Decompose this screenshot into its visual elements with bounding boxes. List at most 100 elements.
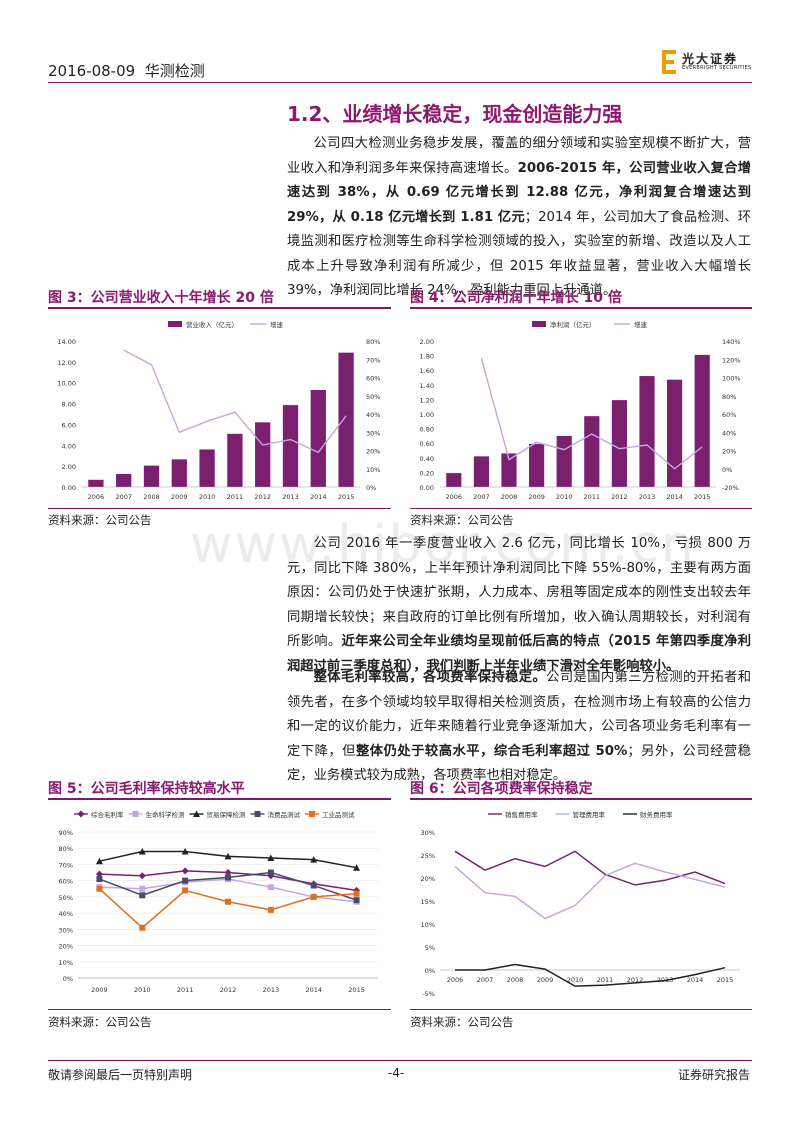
fig6-title: 图 6：公司各项费率保持稳定 — [410, 781, 593, 797]
company-name: 华测检测 — [144, 62, 205, 80]
x-tick-label: 2012 — [254, 493, 271, 501]
y-right-tick-label: 40% — [366, 411, 380, 419]
fig5-chart: 0% 10% 20% 30% 40% 50% 60% 70% 80% 90% 2009 2010 201… — [59, 810, 378, 994]
legend-label: 销售费用率 — [505, 810, 538, 819]
x-tick-label: 2012 — [611, 493, 628, 501]
y-right-tick-label: 80% — [722, 393, 736, 401]
x-tick-label: 2014 — [310, 493, 327, 501]
logo-icon — [662, 50, 676, 74]
y-tick-label: 0% — [425, 967, 435, 975]
y-left-tick-label: 4.00 — [62, 442, 76, 450]
data-point — [96, 876, 103, 883]
bar — [611, 400, 627, 487]
data-point — [310, 856, 318, 863]
data-point — [310, 882, 317, 889]
paragraph-growth: 公司四大检测业务稳步发展，覆盖的细分领域和实验室规模不断扩大，营业收入和净利润多… — [287, 132, 751, 304]
paragraph-q1: 公司 2016 年一季度营业收入 2.6 亿元，同比增长 10%，亏损 800 … — [287, 532, 751, 679]
y-tick-label: 0% — [63, 975, 73, 983]
x-tick-label: 2006 — [88, 493, 105, 501]
data-point — [181, 847, 189, 855]
y-left-tick-label: 1.80 — [420, 353, 434, 361]
y-right-tick-label: 20% — [722, 448, 736, 456]
fig4-chart-box: 0.00 0.20 0.40 0.60 0.80 1.00 1.20 1.40 1.60 1.80… — [410, 307, 752, 509]
bar — [116, 473, 132, 487]
y-left-tick-label: 2.00 — [420, 338, 434, 346]
y-tick-label: 60% — [59, 878, 73, 886]
bar — [310, 390, 326, 487]
series-line — [99, 878, 357, 903]
bar — [143, 465, 160, 487]
x-tick-label: 2015 — [338, 493, 355, 501]
fig4-chart: 0.00 0.20 0.40 0.60 0.80 1.00 1.20 1.40 1.60 1.80… — [420, 320, 741, 501]
y-right-tick-label: 10% — [366, 466, 380, 474]
footer-divider — [48, 1060, 752, 1061]
x-tick-label: 2015 — [694, 493, 711, 501]
bar — [667, 379, 683, 487]
para3-bold2: 整体仍处于较高水平，综合毛利率超过 50% — [355, 743, 628, 759]
data-point — [353, 886, 361, 894]
data-point — [267, 872, 275, 880]
fig3-source: 资料来源：公司公告 — [48, 513, 152, 527]
x-tick-label: 2011 — [227, 493, 244, 501]
series-line — [98, 888, 357, 929]
y-left-tick-label: 1.40 — [420, 382, 434, 390]
x-tick-label: 2010 — [567, 976, 584, 984]
y-tick-label: 70% — [59, 861, 73, 869]
y-left-tick-label: 1.00 — [420, 411, 434, 419]
x-tick-label: 2012 — [627, 976, 644, 984]
y-tick-label: 50% — [59, 894, 73, 902]
fig3-chart-box: 0.00 2.00 4.00 6.00 8.00 10.00 12.00 14.00 0% 10%… — [48, 307, 391, 509]
footer-disclaimer: 敬请参阅最后一页特别声明 — [48, 1068, 193, 1082]
para1-text2: ；2014 年，公司加大了食品检测、环境监测和医疗检测等生命科学检测领域的投入，… — [287, 209, 751, 299]
x-tick-label: 2013 — [639, 493, 656, 501]
data-point — [353, 897, 360, 904]
legend-bar-label: 净利润（亿元） — [550, 320, 596, 329]
data-point — [310, 893, 317, 900]
y-right-tick-label: 0% — [366, 484, 376, 492]
y-tick-label: 30% — [421, 829, 435, 837]
data-point — [224, 869, 232, 877]
y-right-tick-label: 120% — [722, 356, 741, 364]
x-tick-label: 2012 — [220, 986, 237, 994]
fig3-chart: 0.00 2.00 4.00 6.00 8.00 10.00 12.00 14.00 0% 10%… — [57, 320, 380, 501]
x-tick-label: 2010 — [134, 986, 151, 994]
y-right-tick-label: 60% — [366, 375, 380, 383]
fig4-title: 图 4：公司净利润十年增长 10 倍 — [410, 290, 622, 306]
growth-line — [480, 358, 703, 470]
fig5-source: 资料来源：公司公告 — [48, 1015, 152, 1029]
data-point — [132, 811, 139, 817]
x-tick-label: 2011 — [584, 493, 601, 501]
data-point — [139, 885, 146, 892]
bar — [529, 443, 545, 487]
para2-bold1: 近年来公司全年业绩均呈现前低后高的特点（2015 年第四季度净利润超过前三季度总… — [287, 634, 751, 674]
paragraph-margin: 整体毛利率较高，各项费率保持稳定。公司是国内第三方检测的开拓者和领先者，在多个领… — [287, 666, 751, 789]
y-tick-label: 25% — [421, 852, 435, 860]
report-date: 2016-08-09 — [48, 62, 136, 80]
y-tick-label: 10% — [421, 921, 435, 929]
para2-text1: 公司 2016 年一季度营业收入 2.6 亿元，同比增长 10%，亏损 800 … — [287, 536, 751, 649]
para3-text1: 公司是国内第三方检测的开拓者和领先者，在多个领域均较早取得相关检测资质，在检测市… — [287, 670, 752, 759]
y-right-tick-label: 20% — [366, 448, 380, 456]
data-point — [353, 890, 360, 897]
y-left-tick-label: 0.40 — [420, 455, 434, 463]
y-tick-label: 15% — [421, 898, 435, 906]
data-point — [95, 857, 103, 865]
x-tick-label: 2006 — [446, 493, 463, 501]
x-tick-label: 2014 — [687, 976, 704, 984]
bar — [473, 456, 489, 487]
y-left-tick-label: 6.00 — [62, 421, 76, 429]
x-tick-label: 2009 — [537, 976, 554, 984]
y-right-tick-label: 40% — [722, 429, 736, 437]
data-point — [267, 884, 274, 891]
header-divider — [48, 82, 752, 83]
data-point — [77, 810, 85, 818]
legend-label: 管理费用率 — [573, 810, 606, 819]
data-point — [267, 854, 275, 861]
legend-line-label: 增速 — [634, 320, 648, 329]
para1-bold1: 2006-2015 年，公司营业收入复合增速达到 38%，从 0.69 亿元增长… — [287, 160, 751, 225]
legend-line-label: 增速 — [270, 320, 284, 329]
para1-text1: 公司四大检测业务稳步发展，覆盖的细分领域和实验室规模不断扩大，营业收入和净利润多… — [287, 136, 751, 176]
legend-label: 生命科学检测 — [146, 810, 186, 819]
logo-text-cn: 光大证券 — [682, 52, 739, 66]
bar — [338, 352, 354, 487]
